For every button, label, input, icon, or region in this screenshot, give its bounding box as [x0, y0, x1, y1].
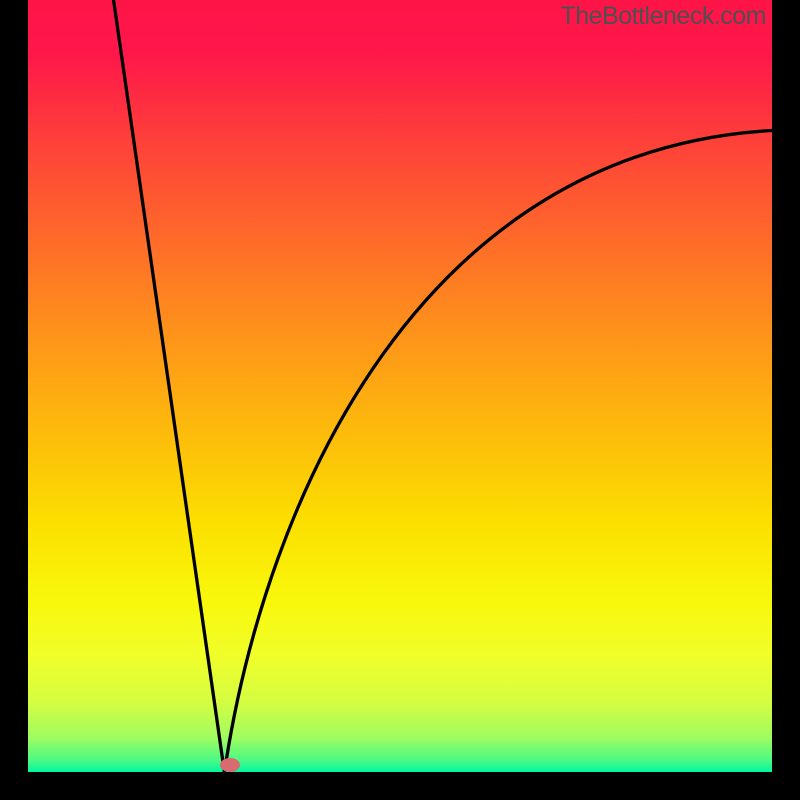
- curve-path: [114, 0, 772, 772]
- bottleneck-curve: [28, 0, 772, 772]
- plot-area: [28, 0, 772, 772]
- optimum-point-marker: [220, 758, 240, 772]
- watermark-text: TheBottleneck.com: [561, 2, 767, 31]
